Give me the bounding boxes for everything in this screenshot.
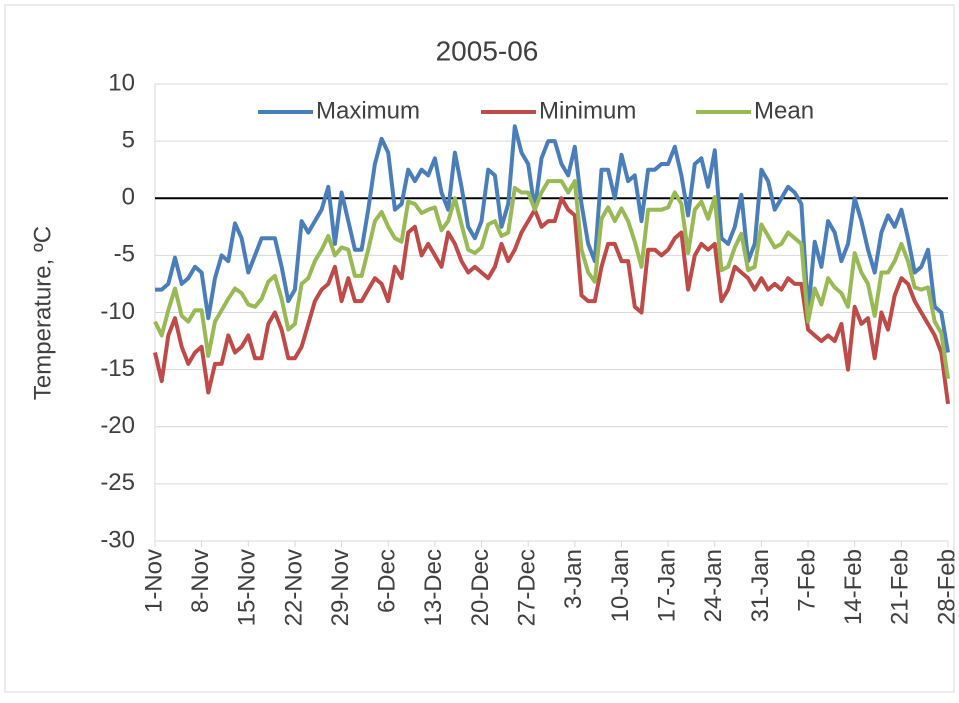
x-tick-label: 8-Nov [187, 549, 214, 613]
chart-frame [4, 4, 955, 693]
x-tick-label: 24-Jan [700, 549, 727, 622]
x-tick-label: 28-Feb [933, 549, 959, 625]
x-tick-label: 29-Nov [327, 549, 354, 626]
x-tick-label: 13-Dec [420, 549, 447, 626]
x-tick-label: 6-Dec [374, 549, 401, 613]
x-tick-label: 27-Dec [514, 549, 541, 626]
x-tick-label: 1-Nov [140, 549, 167, 613]
y-tick-label: 5 [122, 126, 135, 153]
series-line [153, 196, 950, 405]
y-tick-label: -10 [100, 298, 135, 325]
x-tick-label: 31-Jan [747, 549, 774, 622]
legend-label: Minimum [539, 97, 636, 124]
y-tick-label: -5 [114, 241, 135, 268]
y-tick-label: -20 [100, 412, 135, 439]
y-axis-label: Temperature, ºC [29, 226, 56, 400]
y-tick-label: 10 [108, 69, 135, 96]
x-tick-label: 3-Jan [560, 549, 587, 609]
chart-title: 2005-06 [436, 35, 539, 66]
y-tick-label: 0 [122, 184, 135, 211]
x-tick-label: 22-Nov [280, 549, 307, 626]
series-line [153, 179, 950, 380]
x-tick-label: 21-Feb [887, 549, 914, 625]
y-tick-label: -25 [100, 469, 135, 496]
x-tick-label: 10-Jan [607, 549, 634, 622]
series-line [155, 124, 950, 353]
y-tick-label: -15 [100, 355, 135, 382]
legend-label: Maximum [316, 97, 420, 124]
y-tick-label: -30 [100, 526, 135, 553]
legend-label: Mean [754, 97, 814, 124]
x-tick-label: 17-Jan [653, 549, 680, 622]
x-tick-label: 20-Dec [467, 549, 494, 626]
x-tick-label: 14-Feb [840, 549, 867, 625]
x-tick-label: 7-Feb [793, 549, 820, 612]
x-tick-label: 15-Nov [234, 549, 261, 626]
